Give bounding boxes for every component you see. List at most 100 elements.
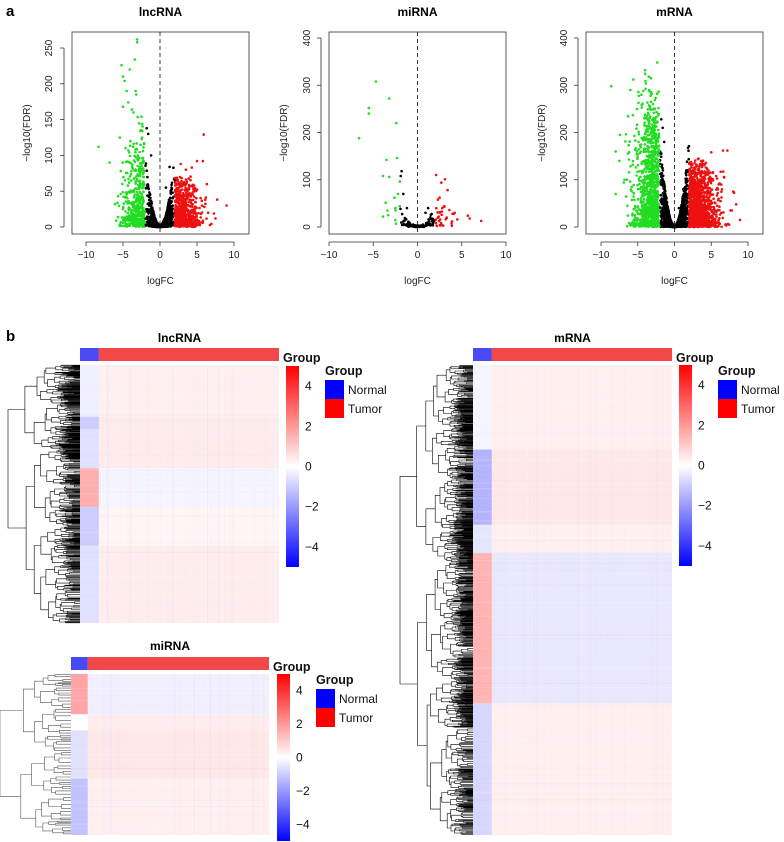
point-up: [185, 180, 189, 183]
point-up: [435, 224, 439, 228]
point-up: [177, 208, 180, 212]
point-down: [138, 191, 142, 194]
point-up: [188, 193, 191, 197]
point-up: [187, 209, 190, 213]
point-up: [194, 205, 197, 209]
point-up: [176, 196, 180, 199]
point-up: [441, 206, 444, 210]
point-not-significant: [400, 212, 404, 216]
point-up: [194, 219, 197, 223]
point-not-significant: [667, 213, 670, 217]
point-down: [141, 223, 145, 227]
point-up: [210, 222, 213, 226]
point-up: [187, 183, 191, 187]
point-up: [466, 214, 470, 217]
point-not-significant: [402, 220, 405, 223]
point-not-significant: [684, 188, 688, 192]
point-not-significant: [152, 223, 156, 227]
point-up: [196, 223, 199, 226]
point-down: [128, 175, 132, 178]
point-up: [174, 184, 177, 187]
point-up: [434, 173, 438, 177]
point-down: [116, 201, 119, 205]
point-up: [191, 203, 194, 206]
point-down: [121, 190, 125, 194]
point-up: [200, 199, 204, 203]
point-up: [178, 203, 181, 207]
point-not-significant: [429, 213, 433, 216]
point-down: [121, 105, 125, 108]
point-down: [626, 204, 629, 208]
point-up: [173, 176, 177, 180]
point-down: [128, 68, 131, 71]
point-up: [192, 208, 196, 211]
point-down: [137, 156, 140, 159]
point-up: [184, 168, 188, 171]
point-down: [124, 160, 128, 164]
point-not-significant: [429, 217, 433, 221]
point-down: [394, 222, 398, 225]
point-down: [140, 115, 143, 118]
plot-frame: [71, 31, 250, 235]
point-up: [456, 218, 459, 221]
point-not-significant: [167, 214, 171, 218]
point-down: [132, 196, 136, 199]
point-down: [394, 206, 397, 210]
point-up: [184, 178, 188, 181]
point-down: [122, 202, 126, 205]
point-not-significant: [424, 211, 427, 215]
point-down: [137, 195, 140, 199]
point-up: [436, 198, 440, 201]
point-not-significant: [171, 213, 174, 216]
point-down: [127, 206, 131, 209]
point-up: [183, 208, 187, 212]
point-not-significant: [405, 206, 409, 210]
point-down: [134, 180, 137, 183]
point-down: [142, 210, 145, 214]
point-down: [132, 111, 135, 114]
point-up: [205, 217, 208, 220]
point-up: [436, 211, 439, 214]
point-not-significant: [148, 191, 151, 194]
y-tick-label: 100: [44, 147, 55, 164]
point-up: [180, 179, 183, 183]
point-down: [131, 213, 134, 217]
volcano-mirna: miRNA−10 −5 0 5 10logFC0100200300400−log10(F…: [279, 5, 512, 287]
point-down: [122, 175, 125, 179]
point-down: [126, 184, 130, 187]
point-up: [176, 216, 179, 219]
point-down: [131, 145, 135, 148]
point-down: [133, 214, 137, 218]
point-not-significant: [402, 192, 405, 196]
point-down: [394, 209, 397, 212]
point-down: [398, 204, 402, 208]
point-down: [126, 101, 130, 104]
point-not-significant: [158, 225, 161, 228]
point-not-significant: [682, 199, 686, 202]
point-not-significant: [146, 215, 149, 219]
point-up: [176, 220, 179, 224]
point-down: [125, 89, 128, 93]
x-tick-label: −10: [321, 250, 338, 261]
point-down: [398, 180, 402, 183]
point-down: [129, 172, 133, 176]
point-down: [138, 225, 141, 228]
point-not-significant: [663, 195, 667, 198]
point-not-significant: [170, 208, 173, 212]
point-down: [141, 215, 145, 219]
data-points: [357, 80, 483, 229]
point-up: [186, 189, 190, 192]
point-down: [135, 147, 138, 151]
point-not-significant: [145, 169, 149, 172]
point-up: [184, 201, 188, 205]
point-down: [141, 156, 145, 160]
point-down: [140, 122, 144, 126]
point-down: [630, 185, 633, 189]
panel-label-a: a: [6, 3, 15, 20]
point-down: [136, 193, 139, 196]
point-down: [128, 154, 132, 158]
point-up: [434, 218, 438, 221]
point-down: [135, 177, 139, 181]
point-down: [133, 224, 136, 227]
